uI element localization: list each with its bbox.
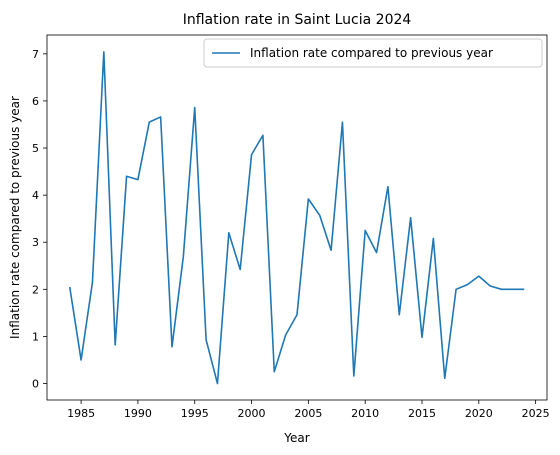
x-axis-ticks: 1985 1990 1995 2000 2005 2010 2015 2020 2025 — [67, 400, 550, 420]
x-axis-label: Year — [283, 431, 309, 445]
x-tick-label: 2000 — [238, 407, 266, 420]
series-layer — [70, 52, 525, 384]
y-tick-label: 7 — [32, 48, 39, 61]
y-tick-label: 6 — [32, 95, 39, 108]
y-axis-ticks: 0 1 2 3 4 5 6 7 — [32, 48, 47, 391]
y-tick-label: 2 — [32, 283, 39, 296]
x-tick-label: 1985 — [67, 407, 95, 420]
x-tick-label: 1995 — [181, 407, 209, 420]
x-tick-label: 2020 — [465, 407, 493, 420]
series-line — [70, 52, 525, 384]
y-tick-label: 1 — [32, 330, 39, 343]
y-tick-label: 5 — [32, 142, 39, 155]
x-tick-label: 2005 — [294, 407, 322, 420]
legend: Inflation rate compared to previous year — [204, 39, 542, 67]
y-tick-label: 3 — [32, 236, 39, 249]
x-tick-label: 2010 — [351, 407, 379, 420]
y-tick-label: 4 — [32, 189, 39, 202]
x-tick-label: 2015 — [408, 407, 436, 420]
plot-area-frame — [47, 35, 547, 400]
y-tick-label: 0 — [32, 378, 39, 391]
legend-entry-label: Inflation rate compared to previous year — [250, 46, 493, 60]
x-tick-label: 1990 — [124, 407, 152, 420]
chart-title: Inflation rate in Saint Lucia 2024 — [183, 12, 412, 28]
x-tick-label: 2025 — [522, 407, 550, 420]
y-axis-label: Inflation rate compared to previous year — [8, 96, 22, 339]
